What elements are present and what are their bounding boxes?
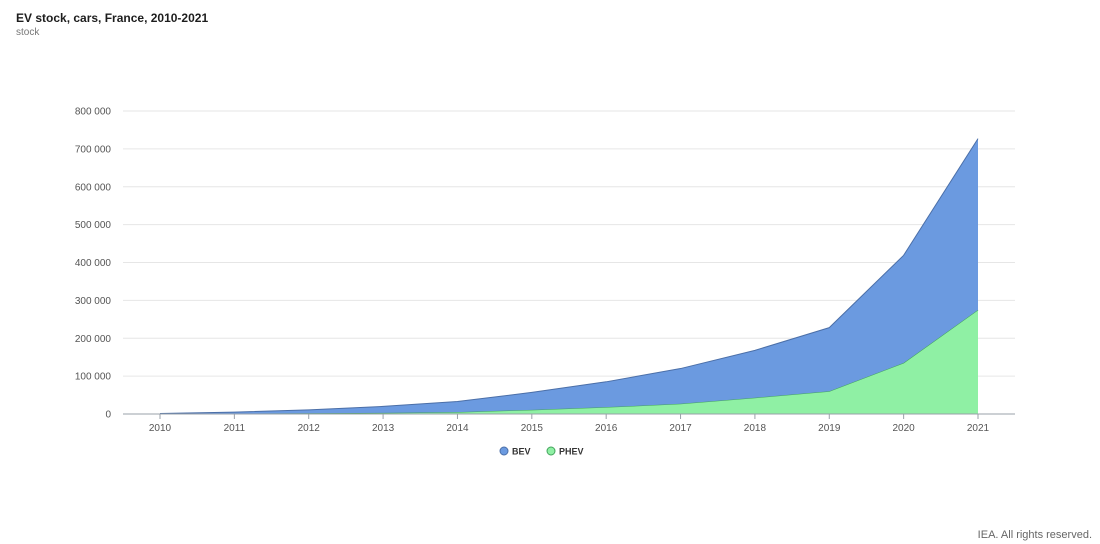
y-tick-label: 200 000	[75, 334, 112, 345]
axes: 0 100 000 200 000 300 000 400 000 500 000 600 …	[75, 107, 1015, 434]
x-tick-label: 2014	[446, 423, 469, 434]
y-tick-label: 800 000	[75, 107, 112, 118]
chart-subtitle: stock	[16, 27, 40, 38]
x-tick-label: 2012	[298, 423, 321, 434]
x-tick-label: 2016	[595, 423, 618, 434]
x-tick-label: 2017	[669, 423, 692, 434]
x-tick-label: 2015	[521, 423, 544, 434]
legend-item-phev[interactable]: PHEV	[546, 446, 584, 457]
x-tick-label: 2013	[372, 423, 395, 434]
legend-label: PHEV	[559, 447, 584, 457]
area-bev[interactable]	[160, 138, 978, 414]
legend-label: BEV	[512, 447, 531, 457]
y-tick-label: 400 000	[75, 258, 112, 269]
grid-lines	[123, 110, 1015, 377]
y-tick-label: 300 000	[75, 296, 112, 307]
y-tick-label: 700 000	[75, 144, 112, 155]
area-phev[interactable]	[160, 309, 978, 414]
legend-swatch	[499, 446, 509, 456]
x-tick-label: 2021	[967, 423, 990, 434]
x-tick-label: 2011	[224, 423, 246, 434]
legend-item-bev[interactable]: BEV	[499, 446, 531, 457]
y-tick-label: 500 000	[75, 220, 112, 231]
x-tick-label: 2018	[744, 423, 767, 434]
x-tick-label: 2010	[149, 423, 172, 434]
chart-title: EV stock, cars, France, 2010-2021	[16, 11, 209, 25]
y-tick-label: 0	[105, 410, 111, 421]
y-tick-label: 600 000	[75, 182, 112, 193]
x-tick-label: 2020	[893, 423, 916, 434]
legend-swatch	[546, 446, 556, 456]
area-series	[159, 138, 979, 415]
x-tick-label: 2019	[818, 423, 841, 434]
copyright-notice: IEA. All rights reserved.	[977, 529, 1092, 541]
line-bev	[159, 138, 979, 415]
y-tick-label: 100 000	[75, 372, 112, 383]
legend[interactable]: BEV PHEV	[499, 446, 584, 457]
